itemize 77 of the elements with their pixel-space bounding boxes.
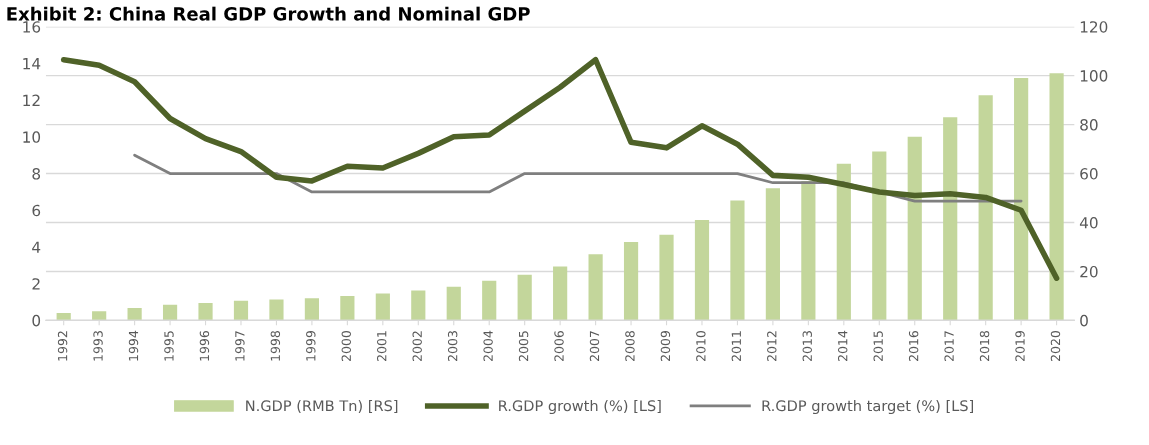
x-tick-label: 2010	[696, 330, 706, 362]
x-tick-label: 1992	[57, 331, 68, 361]
x-tick-label: 2000	[341, 330, 351, 362]
x-tick-label: 2007	[589, 331, 600, 362]
bar	[233, 300, 249, 321]
y2-tick-label: 80	[1080, 119, 1098, 131]
bar	[978, 95, 993, 321]
x-tick-label: 2002	[412, 331, 422, 362]
y-tick-label: 6	[32, 204, 41, 217]
y2-tick-label: 0	[1080, 314, 1088, 327]
y-tick-label: 4	[32, 241, 41, 253]
bar	[269, 299, 284, 321]
x-tick-label: 2011	[731, 331, 742, 362]
x-tick-label: 2019	[1015, 331, 1025, 362]
x-tick-label: 2009	[660, 331, 671, 362]
y-tick-label: 0	[32, 314, 41, 327]
bar	[517, 274, 532, 321]
bar	[375, 293, 390, 321]
bar	[694, 220, 710, 321]
legend-label: R.GDP growth (%) [LS]	[499, 399, 661, 415]
y2-tick-label: 20	[1080, 265, 1098, 278]
y2-tick-label: 40	[1079, 216, 1098, 229]
bar	[411, 290, 426, 321]
y2-tick-label: 60	[1080, 168, 1098, 180]
legend-label: R.GDP growth target (%) [LS]	[762, 399, 973, 415]
y-tick-label: 2	[32, 278, 40, 290]
x-tick-label: 1994	[128, 330, 139, 361]
bar	[730, 200, 745, 321]
y-tick-label: 10	[23, 131, 41, 143]
x-tick-label: 2012	[767, 331, 777, 362]
bar	[56, 313, 71, 321]
bar	[553, 266, 568, 321]
x-tick-label: 2006	[554, 330, 564, 362]
bar	[446, 286, 461, 321]
bar	[765, 188, 780, 321]
x-tick-label: 2017	[944, 331, 954, 362]
x-tick-label: 2005	[518, 331, 529, 362]
chart-title: Exhibit 2: China Real GDP Growth and Nominal GDP	[7, 6, 530, 21]
y-tick-label: 12	[23, 94, 40, 106]
x-tick-label: 2004	[483, 330, 493, 362]
bar	[1049, 73, 1064, 321]
y2-tick-label: 120	[1080, 21, 1108, 33]
bar	[340, 295, 355, 321]
bar	[659, 234, 674, 321]
x-tick-label: 1996	[199, 330, 210, 361]
y2-tick-label: 100	[1080, 70, 1108, 82]
x-tick-label: 1997	[235, 331, 245, 361]
x-tick-label: 2001	[377, 331, 387, 362]
bar	[623, 242, 639, 321]
bar	[943, 117, 958, 321]
bar	[92, 311, 107, 321]
bar	[127, 307, 142, 321]
y-tick-label: 14	[23, 58, 41, 70]
x-tick-label: 2018	[979, 330, 990, 362]
x-tick-label: 1998	[270, 330, 281, 361]
bar	[162, 304, 178, 321]
bar	[198, 303, 213, 321]
x-tick-label: 2015	[873, 331, 883, 362]
x-tick-label: 2013	[802, 331, 812, 362]
x-tick-label: 1999	[306, 331, 316, 361]
y-tick-label: 8	[32, 168, 41, 180]
bar	[1014, 78, 1029, 321]
legend-label: N.GDP (RMB Tn) [RS]	[246, 399, 398, 413]
bar	[304, 298, 320, 321]
x-tick-label: 1995	[164, 331, 174, 361]
y-tick-label: 16	[23, 21, 41, 33]
bar	[836, 163, 851, 321]
bar	[482, 280, 497, 321]
x-tick-label: 2014	[837, 330, 848, 362]
x-tick-label: 2020	[1050, 330, 1061, 362]
x-tick-label: 2008	[625, 330, 635, 362]
x-tick-label: 1993	[93, 331, 103, 361]
bar	[588, 254, 603, 321]
x-tick-label: 2003	[447, 331, 458, 362]
x-tick-label: 2016	[908, 330, 919, 362]
bar	[872, 151, 887, 321]
bar	[907, 136, 922, 321]
